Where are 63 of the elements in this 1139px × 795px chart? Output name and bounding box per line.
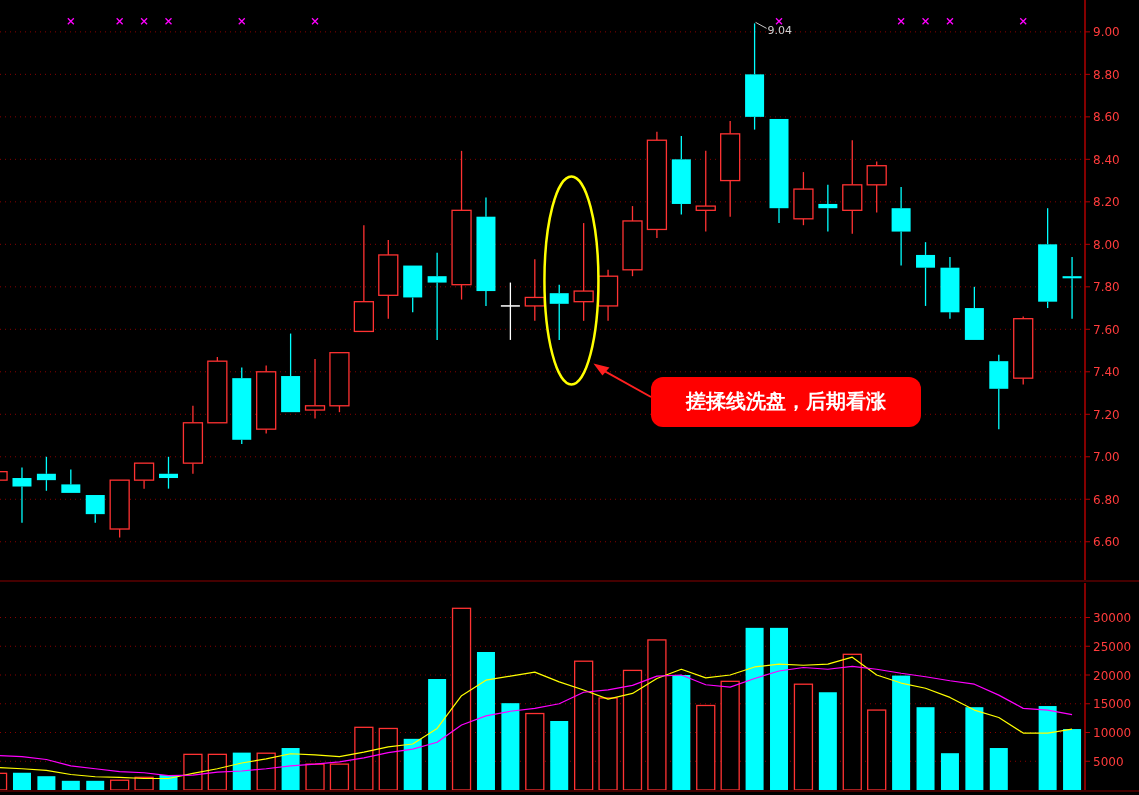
y-tick-label: 5000	[1093, 754, 1124, 769]
bar	[770, 627, 789, 790]
y-tick-label: 7.20	[1093, 407, 1120, 422]
bar	[110, 779, 130, 790]
bar	[354, 726, 374, 790]
bar	[1063, 729, 1082, 790]
bar	[940, 753, 959, 790]
annotation: 9.04	[767, 24, 793, 38]
bar	[574, 660, 594, 790]
y-tick-label: 25000	[1093, 639, 1132, 654]
bar	[745, 627, 764, 790]
bar	[1038, 706, 1057, 790]
bar	[598, 697, 618, 790]
bar	[965, 707, 984, 790]
bar	[696, 704, 716, 790]
bar	[403, 738, 422, 790]
y-tick-label: 6.80	[1093, 492, 1120, 507]
bar	[525, 712, 545, 790]
y-tick-label: 8.80	[1093, 67, 1120, 82]
bar	[329, 763, 350, 790]
y-tick-label: 20000	[1093, 668, 1132, 683]
bar	[256, 752, 276, 790]
bar	[305, 763, 325, 790]
bar	[989, 748, 1008, 790]
bar	[550, 721, 569, 790]
bar	[378, 727, 398, 790]
bar	[501, 703, 520, 790]
bar	[720, 680, 740, 790]
bar	[134, 776, 154, 790]
y-tick-label: 7.60	[1093, 322, 1120, 337]
bar	[232, 752, 251, 790]
y-tick-label: 10000	[1093, 726, 1132, 740]
y-tick-label: 8.60	[1093, 110, 1120, 125]
y-tick-label: 8.40	[1093, 152, 1120, 167]
y-tick-label: 8.20	[1093, 195, 1120, 210]
y-tick-label: 8.00	[1093, 237, 1120, 252]
bar	[916, 707, 935, 790]
y-tick-label: 6.60	[1093, 535, 1120, 550]
bar	[86, 780, 105, 790]
bar	[428, 679, 447, 790]
y-tick-label: 9.00	[1093, 25, 1120, 40]
annotation: 搓揉线洗盘，后期看涨	[685, 389, 887, 413]
y-tick-label: 15000	[1093, 697, 1132, 712]
bar	[61, 780, 80, 790]
bar	[476, 652, 495, 790]
y-tick-label: 7.40	[1093, 365, 1120, 380]
bar	[281, 748, 300, 790]
bar	[647, 639, 667, 790]
y-tick-label: 7.00	[1093, 450, 1120, 465]
bar	[207, 753, 227, 790]
y-tick-label: 30000	[1093, 611, 1132, 625]
bar	[892, 675, 911, 790]
y-tick-label: 7.80	[1093, 280, 1120, 295]
bar	[37, 776, 56, 790]
bar	[12, 772, 31, 790]
bar	[672, 675, 691, 790]
bar	[867, 709, 887, 790]
bar	[451, 607, 472, 790]
bar	[622, 669, 643, 790]
bar	[818, 692, 837, 790]
bar	[183, 753, 203, 790]
bar	[793, 683, 814, 790]
bar	[842, 653, 862, 790]
